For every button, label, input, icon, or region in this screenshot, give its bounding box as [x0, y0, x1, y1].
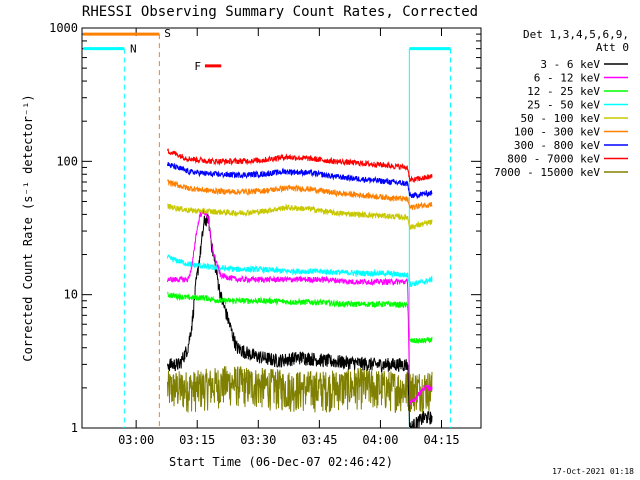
series-line: [167, 211, 433, 429]
x-tick-label: 03:15: [179, 433, 215, 447]
series-line: [167, 203, 433, 231]
y-tick-label: 1000: [49, 21, 78, 35]
legend-label: 6 - 12 keV: [534, 72, 601, 85]
x-tick-label: 03:00: [118, 433, 154, 447]
series-line: [167, 161, 433, 200]
plot-frame: [81, 27, 482, 429]
legend-header: Att 0: [596, 41, 629, 54]
marker-saa: S: [164, 27, 171, 40]
legend-label: 800 - 7000 keV: [507, 153, 600, 166]
legend-label: 100 - 300 keV: [514, 126, 600, 139]
legend-label: 300 - 800 keV: [514, 139, 600, 152]
series-line: [167, 208, 433, 406]
x-tick-label: 03:45: [301, 433, 337, 447]
x-axis-label: Start Time (06-Dec-07 02:46:42): [169, 455, 393, 469]
marker-flare: F: [194, 60, 201, 73]
x-tick-label: 04:00: [362, 433, 398, 447]
legend-label: 7000 - 15000 keV: [494, 166, 600, 179]
legend-header: Det 1,3,4,5,6,9,: [523, 28, 629, 41]
series-line: [167, 148, 433, 183]
marker-night: N: [130, 43, 137, 56]
legend-label: 3 - 6 keV: [540, 58, 600, 71]
chart-title: RHESSI Observing Summary Count Rates, Co…: [82, 4, 478, 20]
series-line: [167, 366, 433, 415]
x-tick-label: 04:15: [423, 433, 459, 447]
legend-label: 50 - 100 keV: [521, 112, 601, 125]
y-tick-label: 100: [56, 154, 78, 168]
timestamp: 17-Oct-2021 01:18: [552, 467, 634, 476]
legend-label: 12 - 25 keV: [527, 85, 600, 98]
x-tick-label: 03:30: [240, 433, 276, 447]
legend-label: 25 - 50 keV: [527, 99, 600, 112]
y-tick-label: 10: [64, 288, 78, 302]
y-tick-label: 1: [71, 421, 78, 435]
series-line: [167, 179, 433, 210]
series-line: [167, 291, 433, 344]
y-axis-label: Corrected Count Rate (s⁻¹ detector⁻¹): [21, 94, 35, 361]
plot-area: 1 10 100 1000 03:00 03:15 03:30 03:45 04:00 04:15…: [21, 21, 482, 447]
series-line: [167, 254, 433, 287]
